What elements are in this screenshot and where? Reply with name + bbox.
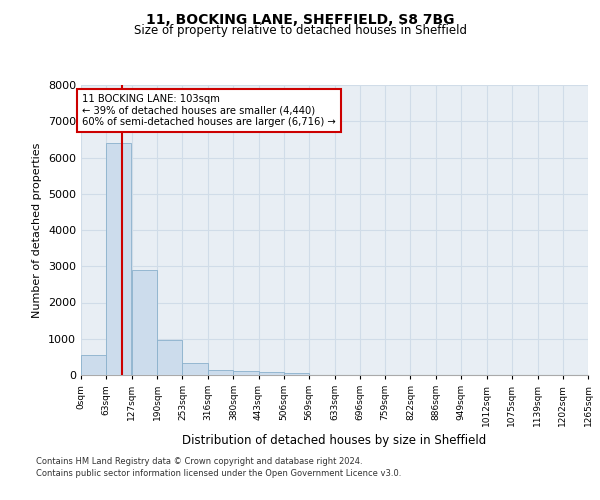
- Text: 11 BOCKING LANE: 103sqm
← 39% of detached houses are smaller (4,440)
60% of semi: 11 BOCKING LANE: 103sqm ← 39% of detache…: [82, 94, 335, 128]
- Y-axis label: Number of detached properties: Number of detached properties: [32, 142, 43, 318]
- Bar: [182, 363, 208, 375]
- Bar: [208, 370, 233, 375]
- Text: Contains HM Land Registry data © Crown copyright and database right 2024.: Contains HM Land Registry data © Crown c…: [36, 458, 362, 466]
- Bar: [233, 372, 259, 375]
- Bar: [132, 270, 157, 375]
- Bar: [157, 340, 182, 375]
- Bar: [106, 143, 131, 375]
- Text: 11, BOCKING LANE, SHEFFIELD, S8 7BG: 11, BOCKING LANE, SHEFFIELD, S8 7BG: [146, 12, 454, 26]
- X-axis label: Distribution of detached houses by size in Sheffield: Distribution of detached houses by size …: [182, 434, 487, 448]
- Text: Size of property relative to detached houses in Sheffield: Size of property relative to detached ho…: [133, 24, 467, 37]
- Bar: [259, 372, 284, 375]
- Bar: [81, 355, 106, 375]
- Bar: [284, 373, 309, 375]
- Text: Contains public sector information licensed under the Open Government Licence v3: Contains public sector information licen…: [36, 468, 401, 477]
